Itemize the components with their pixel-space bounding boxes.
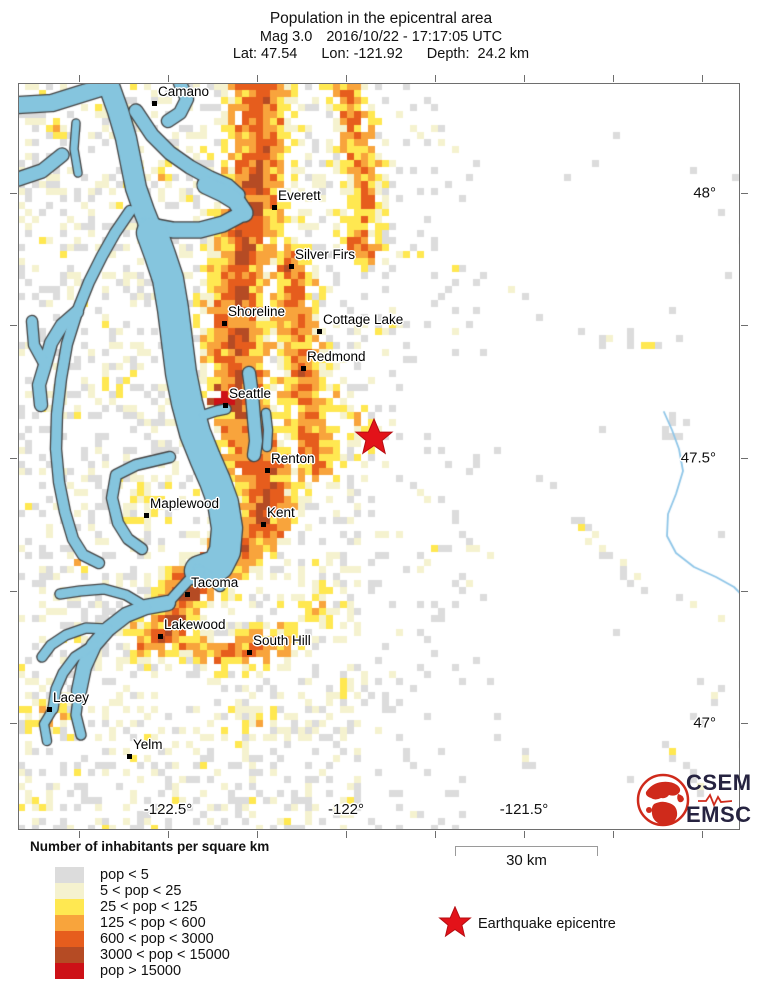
legend-swatch [55, 867, 84, 883]
axis-tick [741, 723, 748, 725]
city-label: South Hill [253, 633, 311, 648]
longitude-text: Lon: -121.92 [321, 46, 403, 62]
latitude-text: Lat: 47.54 [232, 46, 298, 62]
city-label: Kent [267, 505, 295, 520]
city-marker [272, 205, 277, 210]
city-marker [265, 468, 270, 473]
city-label: Renton [271, 451, 315, 466]
city-marker [222, 321, 227, 326]
legend-label: 125 < pop < 600 [100, 915, 206, 931]
latitude-label: 48° [693, 184, 716, 202]
axis-tick [79, 75, 81, 82]
city-marker [223, 403, 228, 408]
city-marker [158, 634, 163, 639]
population-density-map: 48° 47.5° 47° -122.5° -122° -121.5° Camano Eve… [10, 75, 748, 838]
legend-label: 600 < pop < 3000 [100, 931, 214, 947]
axis-tick [741, 325, 748, 327]
city-marker [247, 650, 252, 655]
city-marker [185, 592, 190, 597]
axis-tick [702, 75, 704, 82]
city-label: Silver Firs [295, 247, 355, 262]
city-marker [127, 754, 132, 759]
axis-tick [741, 458, 748, 460]
axis-tick [168, 75, 170, 82]
depth-text: Depth: 24.2 km [426, 46, 530, 62]
longitude-label: -122.5° [143, 801, 193, 818]
city-label: Camano [158, 84, 210, 99]
emsc-globe-icon [636, 773, 690, 827]
legend-label: pop < 5 [100, 867, 149, 883]
population-heatmap-canvas [18, 83, 740, 830]
city-marker [317, 329, 322, 334]
axis-tick [346, 75, 348, 82]
event-location-line: Lat: 47.54 Lon: -121.92 Depth: 24.2 km [0, 46, 762, 62]
legend-swatch [55, 899, 84, 915]
epicentre-legend-label: Earthquake epicentre [478, 916, 616, 932]
axis-tick [346, 831, 348, 838]
logo-text-emsc: EMSC [686, 802, 752, 827]
axis-tick [435, 75, 437, 82]
legend-swatch [55, 915, 84, 931]
city-marker [301, 366, 306, 371]
axis-tick [10, 193, 17, 195]
axis-tick [741, 591, 748, 593]
axis-tick [257, 75, 259, 82]
city-marker [152, 101, 157, 106]
legend-label: 5 < pop < 25 [100, 883, 182, 899]
datetime-text: 2016/10/22 - 17:17:05 UTC [326, 29, 503, 45]
legend-swatch [55, 883, 84, 899]
axis-tick [10, 458, 17, 460]
logo-text-csem: CSEM [686, 770, 752, 795]
city-label: Maplewood [150, 496, 220, 511]
page-title: Population in the epicentral area [269, 10, 493, 27]
city-label: Redmond [307, 349, 366, 364]
scale-bar-bracket [455, 846, 598, 856]
csem-emsc-logo: CSEM EMSC [636, 768, 752, 832]
axis-tick [79, 831, 81, 838]
axis-tick [10, 325, 17, 327]
city-label: Shoreline [228, 304, 286, 319]
city-marker [144, 513, 149, 518]
longitude-label: -121.5° [499, 801, 549, 818]
axis-tick [741, 193, 748, 195]
city-label: Cottage Lake [323, 312, 404, 327]
epicentre-legend-star-icon [438, 906, 472, 938]
axis-tick [524, 75, 526, 82]
seismogram-icon [698, 793, 732, 807]
legend-swatch [55, 963, 84, 979]
city-label: Seattle [229, 386, 272, 401]
city-label: Yelm [133, 737, 163, 752]
axis-tick [524, 831, 526, 838]
magnitude-text: Mag 3.0 [259, 29, 313, 45]
axis-tick [613, 75, 615, 82]
map-scale-bar: 30 km [455, 846, 598, 869]
city-marker [289, 264, 294, 269]
axis-tick [613, 831, 615, 838]
axis-tick [702, 831, 704, 838]
city-label: Lakewood [164, 617, 226, 632]
event-magnitude-datetime: Mag 3.0 2016/10/22 - 17:17:05 UTC [0, 29, 762, 45]
axis-tick [10, 591, 17, 593]
legend-label: 3000 < pop < 15000 [100, 947, 230, 963]
latitude-label: 47° [693, 714, 716, 732]
legend-swatch [55, 947, 84, 963]
axis-tick [10, 723, 17, 725]
epicentre-legend: Earthquake epicentre [436, 906, 736, 944]
city-marker [261, 522, 266, 527]
scale-bar-label: 30 km [506, 852, 547, 869]
longitude-label: -122° [327, 801, 365, 818]
latitude-label: 47.5° [680, 449, 716, 467]
city-label: Everett [278, 188, 321, 203]
legend-label: pop > 15000 [100, 963, 182, 979]
legend-swatch [55, 931, 84, 947]
city-label: Tacoma [191, 575, 239, 590]
city-marker [47, 707, 52, 712]
axis-tick [168, 831, 170, 838]
legend-label: 25 < pop < 125 [100, 899, 198, 915]
axis-tick [257, 831, 259, 838]
axis-tick [435, 831, 437, 838]
legend-title: Number of inhabitants per square km [30, 839, 270, 854]
city-label: Lacey [53, 690, 90, 705]
